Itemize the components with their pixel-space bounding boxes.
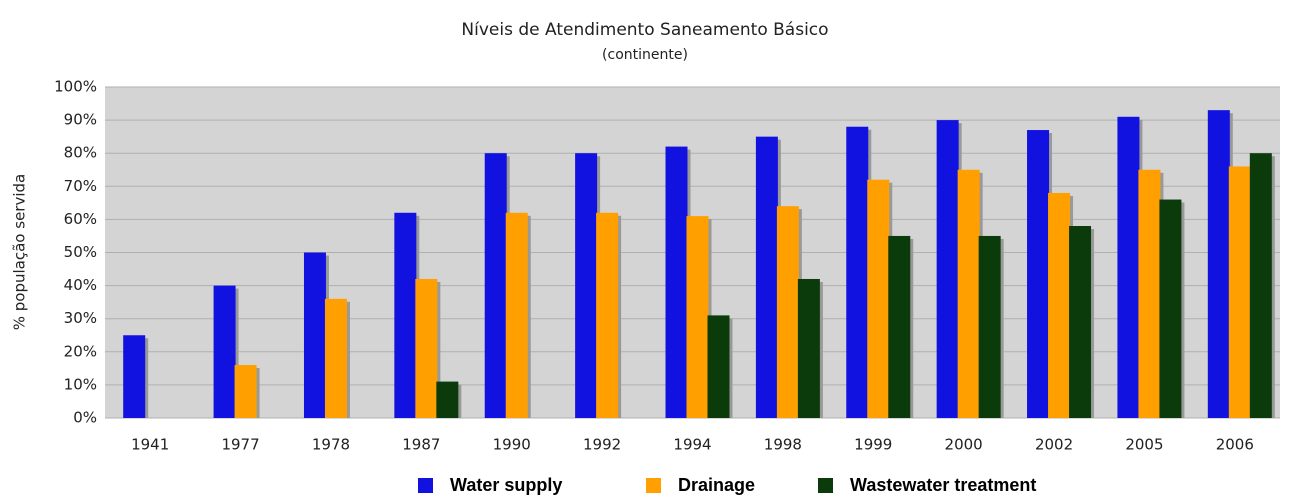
bar: [1069, 226, 1092, 418]
bar: [665, 146, 688, 418]
bar: [776, 206, 799, 418]
bar: [1207, 110, 1230, 419]
x-tick-label: 1941: [131, 436, 169, 454]
bar: [505, 212, 528, 418]
bar: [1138, 169, 1161, 418]
bar: [707, 315, 730, 418]
bar: [797, 278, 820, 418]
y-tick-label: 50%: [64, 243, 97, 261]
x-tick-label: 1994: [673, 436, 711, 454]
y-tick-label: 90%: [64, 111, 97, 129]
chart-subtitle: (continente): [602, 47, 688, 63]
bar: [888, 235, 911, 418]
bar: [1159, 199, 1182, 418]
chart-title: Níveis de Atendimento Saneamento Básico: [461, 20, 828, 40]
x-tick-label: 2000: [945, 436, 983, 454]
x-tick-label: 1987: [402, 436, 440, 454]
bar: [1117, 116, 1140, 418]
bar: [936, 120, 959, 418]
legend-label legend: Drainage: [678, 475, 755, 495]
legend-label legend: Wastewater treatment: [850, 475, 1036, 495]
bar: [755, 136, 778, 418]
y-tick-label: 100%: [54, 78, 97, 96]
bar: [123, 335, 146, 418]
x-tick-label: 1990: [493, 436, 531, 454]
bar: [1048, 192, 1071, 418]
bar: [1027, 130, 1050, 418]
y-tick-label: 10%: [64, 375, 97, 393]
x-tick-label: 1998: [764, 436, 802, 454]
x-tick-label: 1999: [854, 436, 892, 454]
bar: [415, 278, 438, 418]
bar: [303, 252, 326, 418]
y-tick-label: 0%: [73, 409, 97, 427]
x-tick-label: 2002: [1035, 436, 1073, 454]
bar: [324, 298, 347, 418]
bar: [596, 212, 619, 418]
bar: [686, 216, 709, 418]
bar: [436, 381, 459, 418]
legend-label legend: Water supply: [450, 475, 562, 495]
bar: [867, 179, 890, 418]
y-tick-label: 30%: [64, 309, 97, 327]
y-tick-label: 60%: [64, 210, 97, 228]
x-tick-label: 2006: [1216, 436, 1254, 454]
x-tick-label: 1992: [583, 436, 621, 454]
bar: [213, 285, 236, 418]
bar: [1249, 153, 1272, 418]
bar: [394, 212, 417, 418]
legend-swatch: [418, 478, 433, 493]
legend-swatch: [818, 478, 833, 493]
y-tick-label: 40%: [64, 276, 97, 294]
bar: [484, 153, 507, 418]
y-tick-label: 80%: [64, 144, 97, 162]
y-tick-label: 20%: [64, 342, 97, 360]
y-tick-label: 70%: [64, 177, 97, 195]
x-tick-label: 2005: [1125, 436, 1163, 454]
bar: [1228, 166, 1251, 418]
x-tick-label: 1977: [221, 436, 259, 454]
legend-swatch: [646, 478, 661, 493]
y-axis-label: % população servida: [11, 174, 29, 330]
bar: [978, 235, 1001, 418]
bar: [846, 126, 869, 418]
bar: [957, 169, 980, 418]
bar: [575, 153, 598, 418]
x-tick-label: 1978: [312, 436, 350, 454]
bar: [234, 365, 257, 418]
